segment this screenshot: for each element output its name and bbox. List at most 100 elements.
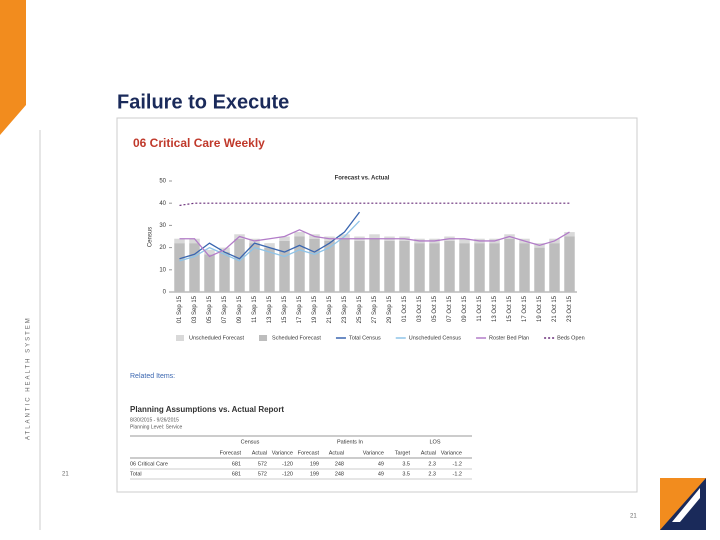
bar — [279, 236, 290, 241]
chart-subtitle: Forecast vs. Actual — [335, 176, 390, 182]
table-cell: -120 — [282, 471, 293, 477]
x-tick-label: 07 Sep 15 — [222, 295, 228, 323]
bar — [519, 243, 530, 292]
table-cell: 3.5 — [402, 471, 410, 477]
table-cell: 3.5 — [402, 461, 410, 467]
column-header: Variance — [272, 450, 293, 456]
table-cell: -1.2 — [453, 471, 462, 477]
related-items: Related Items: — [130, 373, 175, 380]
x-tick-label: 23 Sep 15 — [342, 295, 348, 323]
table-cell: 199 — [310, 471, 319, 477]
x-tick-label: 27 Sep 15 — [372, 295, 378, 323]
table-cell: 2.3 — [428, 461, 436, 467]
bar — [264, 243, 275, 248]
table-cell: Total — [130, 471, 142, 477]
bar — [459, 238, 470, 244]
x-tick-label: 19 Oct 15 — [537, 295, 543, 322]
report-level: Planning Level: Service — [130, 424, 182, 430]
bar — [294, 236, 305, 292]
slide-title: Failure to Execute — [117, 91, 289, 113]
bar — [474, 243, 485, 292]
y-tick-label: 50 — [159, 179, 166, 185]
column-header: Actual — [252, 450, 267, 456]
legend-swatch — [259, 335, 268, 341]
bar — [564, 236, 575, 292]
table-cell: 572 — [258, 461, 267, 467]
bar — [534, 247, 545, 292]
group-header: Patients In — [337, 439, 363, 445]
x-tick-label: 11 Sep 15 — [252, 295, 258, 323]
legend-swatch — [176, 335, 184, 341]
table-cell: 572 — [258, 471, 267, 477]
table-cell: 248 — [335, 471, 344, 477]
bar — [204, 249, 215, 255]
table-cell: 199 — [310, 461, 319, 467]
x-tick-label: 13 Sep 15 — [267, 295, 273, 323]
sidebar-text: ATLANTIC HEALTH SYSTEM — [26, 316, 32, 440]
legend-label: Scheduled Forecast — [272, 335, 321, 341]
y-axis-label: Census — [148, 227, 154, 247]
x-tick-label: 19 Sep 15 — [312, 295, 318, 323]
x-tick-label: 01 Sep 15 — [177, 295, 183, 323]
page-number-small: 21 — [62, 472, 69, 478]
bar — [384, 240, 395, 292]
table-cell: -120 — [282, 461, 293, 467]
line-series — [179, 202, 570, 207]
bar — [369, 238, 380, 292]
chart-title: 06 Critical Care Weekly — [133, 136, 265, 150]
bar — [489, 243, 500, 292]
bar — [324, 240, 335, 292]
legend-label: Total Census — [349, 335, 381, 341]
report-title: Planning Assumptions vs. Actual Report — [130, 405, 284, 414]
x-tick-label: 17 Oct 15 — [522, 295, 528, 322]
column-header: Target — [395, 450, 411, 456]
line-series — [179, 220, 360, 262]
legend-label: Unscheduled Forecast — [189, 335, 245, 341]
bar — [414, 243, 425, 292]
bar — [399, 240, 410, 292]
accent-bar — [0, 0, 26, 135]
column-header: Actual — [329, 450, 344, 456]
x-tick-label: 17 Sep 15 — [297, 295, 303, 323]
bar — [264, 247, 275, 292]
bar — [249, 243, 260, 292]
bar — [294, 232, 305, 237]
y-tick-label: 20 — [159, 245, 166, 251]
x-tick-label: 09 Oct 15 — [462, 295, 468, 322]
x-tick-label: 25 Sep 15 — [357, 295, 363, 323]
line-series — [179, 229, 570, 258]
table-cell: 06 Critical Care — [130, 461, 168, 467]
x-tick-label: 05 Sep 15 — [207, 295, 213, 323]
bar — [459, 243, 470, 292]
bar — [174, 238, 185, 244]
group-header: Census — [241, 439, 260, 445]
x-tick-label: 29 Sep 15 — [387, 295, 393, 323]
x-tick-label: 01 Oct 15 — [402, 295, 408, 322]
x-tick-label: 21 Sep 15 — [327, 295, 333, 323]
bar — [309, 238, 320, 292]
bar — [564, 232, 575, 237]
table-cell: 49 — [378, 461, 384, 467]
logo-stripe — [672, 488, 700, 522]
x-tick-label: 13 Oct 15 — [492, 295, 498, 322]
report-dates: 8/30/2015 - 9/26/2015 — [130, 417, 179, 423]
bar — [204, 254, 215, 292]
line-series — [179, 211, 361, 260]
bar — [234, 238, 245, 292]
table-cell: 681 — [232, 461, 241, 467]
column-header: Actual — [421, 450, 436, 456]
x-tick-label: 15 Oct 15 — [507, 295, 513, 322]
legend-label: Beds Open — [557, 335, 585, 341]
bar — [429, 243, 440, 292]
y-tick-label: 10 — [159, 267, 166, 273]
screenshot-frame — [116, 117, 638, 493]
table-cell: 49 — [378, 471, 384, 477]
legend-label: Unscheduled Census — [409, 335, 462, 341]
table-cell: -1.2 — [453, 461, 462, 467]
bar — [369, 234, 380, 239]
bar — [354, 240, 365, 292]
logo — [660, 478, 706, 530]
x-tick-label: 15 Sep 15 — [282, 295, 288, 323]
bar — [549, 243, 560, 292]
